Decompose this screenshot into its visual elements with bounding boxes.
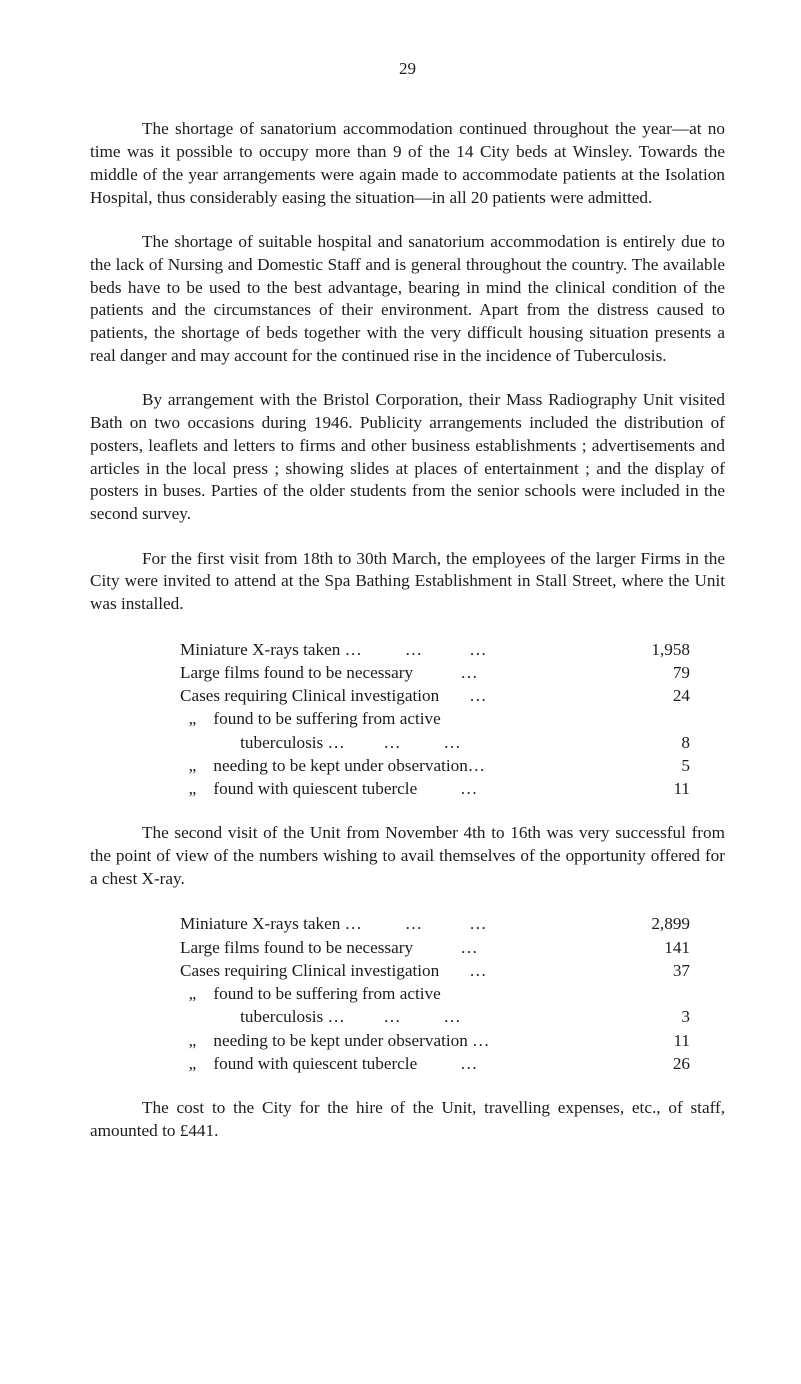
- stats-label: Miniature X-rays taken … … …: [180, 912, 486, 935]
- stats-value: 79: [622, 661, 690, 684]
- stats-value: 37: [622, 959, 690, 982]
- stats-label: „ found with quiescent tubercle …: [180, 777, 477, 800]
- stats-value: [622, 982, 690, 1005]
- stats-row: Cases requiring Clinical investigation ……: [180, 959, 690, 982]
- stats-label: „ needing to be kept under observation…: [180, 754, 485, 777]
- paragraph-5: The second visit of the Unit from Novemb…: [90, 822, 725, 890]
- paragraph-6: The cost to the City for the hire of the…: [90, 1097, 725, 1142]
- stats-row: „ needing to be kept under observation ……: [180, 1029, 690, 1052]
- stats-row: Large films found to be necessary … 141: [180, 936, 690, 959]
- stats-row: „ found to be suffering from active: [180, 707, 690, 730]
- stats-value: 24: [622, 684, 690, 707]
- stats-value: 11: [622, 777, 690, 800]
- stats-row: tuberculosis … … … 3: [180, 1005, 690, 1028]
- stats-row: Miniature X-rays taken … … … 2,899: [180, 912, 690, 935]
- stats-block-1: Miniature X-rays taken … … … 1,958 Large…: [180, 638, 690, 801]
- stats-label: „ found with quiescent tubercle …: [180, 1052, 477, 1075]
- stats-row: tuberculosis … … … 8: [180, 731, 690, 754]
- stats-label: Miniature X-rays taken … … …: [180, 638, 486, 661]
- stats-row: „ needing to be kept under observation… …: [180, 754, 690, 777]
- stats-row: „ found to be suffering from active: [180, 982, 690, 1005]
- stats-value: 8: [622, 731, 690, 754]
- stats-value: 3: [622, 1005, 690, 1028]
- stats-label: „ found to be suffering from active: [180, 707, 441, 730]
- stats-value: 2,899: [622, 912, 690, 935]
- stats-row: Miniature X-rays taken … … … 1,958: [180, 638, 690, 661]
- page-number: 29: [90, 58, 725, 80]
- stats-value: 141: [622, 936, 690, 959]
- stats-row: „ found with quiescent tubercle … 11: [180, 777, 690, 800]
- stats-row: „ found with quiescent tubercle … 26: [180, 1052, 690, 1075]
- stats-label: Cases requiring Clinical investigation …: [180, 959, 486, 982]
- stats-block-2: Miniature X-rays taken … … … 2,899 Large…: [180, 912, 690, 1075]
- paragraph-3: By arrangement with the Bristol Corporat…: [90, 389, 725, 525]
- stats-value: 11: [622, 1029, 690, 1052]
- paragraph-1: The shortage of sanatorium accommodation…: [90, 118, 725, 209]
- stats-label: „ needing to be kept under observation …: [180, 1029, 489, 1052]
- stats-value: 1,958: [622, 638, 690, 661]
- stats-label: tuberculosis … … …: [180, 731, 461, 754]
- stats-value: 26: [622, 1052, 690, 1075]
- paragraph-4: For the first visit from 18th to 30th Ma…: [90, 548, 725, 616]
- stats-label: Large films found to be necessary …: [180, 661, 478, 684]
- stats-label: „ found to be suffering from active: [180, 982, 441, 1005]
- stats-value: [622, 707, 690, 730]
- stats-row: Large films found to be necessary … 79: [180, 661, 690, 684]
- stats-label: tuberculosis … … …: [180, 1005, 461, 1028]
- stats-label: Large films found to be necessary …: [180, 936, 478, 959]
- page: 29 The shortage of sanatorium accommodat…: [0, 0, 801, 1384]
- paragraph-2: The shortage of suitable hospital and sa…: [90, 231, 725, 367]
- stats-value: 5: [622, 754, 690, 777]
- stats-label: Cases requiring Clinical investigation …: [180, 684, 486, 707]
- stats-row: Cases requiring Clinical investigation ……: [180, 684, 690, 707]
